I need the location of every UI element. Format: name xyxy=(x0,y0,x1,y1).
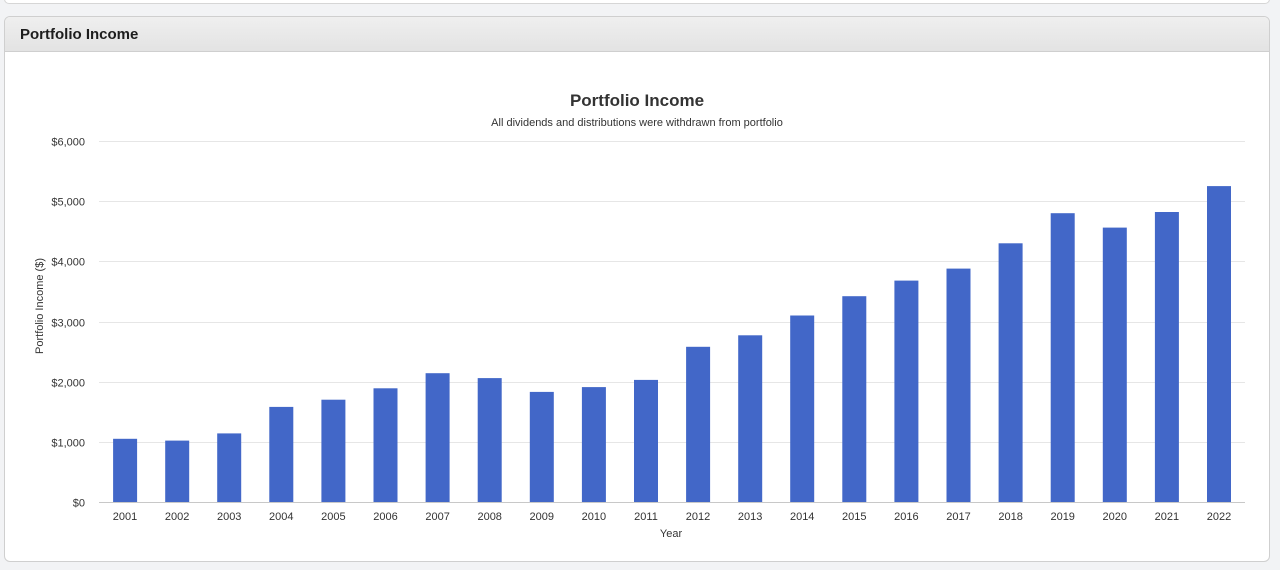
x-tick-label: 2016 xyxy=(894,511,918,523)
bar-2022[interactable] xyxy=(1207,186,1231,502)
x-tick-label: 2005 xyxy=(321,511,345,523)
y-tick-label: $0 xyxy=(73,498,85,510)
x-tick-label: 2008 xyxy=(477,511,501,523)
bar-2008[interactable] xyxy=(477,378,502,502)
bar-2020[interactable] xyxy=(1102,227,1127,502)
y-axis-label: Portfolio Income ($) xyxy=(34,258,46,354)
bar-2019[interactable] xyxy=(1050,213,1075,502)
bar-2013[interactable] xyxy=(738,335,763,502)
portfolio-income-chart: Portfolio Income All dividends and distr… xyxy=(34,91,1245,540)
x-axis-label: Year xyxy=(660,528,683,540)
x-tick-label: 2014 xyxy=(790,511,814,523)
bars xyxy=(113,186,1231,503)
x-tick-label: 2015 xyxy=(842,511,866,523)
panel-title: Portfolio Income xyxy=(20,26,139,43)
bar-2011[interactable] xyxy=(634,379,658,502)
x-axis-ticks: 2001 2002 2003 2004 2005 2006 2007 2008 2009 2010… xyxy=(113,511,1231,523)
x-tick-label: 2004 xyxy=(269,511,293,523)
bar-2010[interactable] xyxy=(581,387,606,502)
top-strip xyxy=(0,0,1280,6)
bar-2014[interactable] xyxy=(790,315,815,503)
y-tick-label: $1,000 xyxy=(51,438,85,450)
bar-2017[interactable] xyxy=(946,268,971,502)
y-tick-label: $5,000 xyxy=(51,197,85,209)
x-tick-label: 2020 xyxy=(1103,511,1127,523)
bar-2002[interactable] xyxy=(165,440,190,502)
x-tick-label: 2022 xyxy=(1207,511,1231,523)
bar-2005[interactable] xyxy=(321,399,346,502)
bar-2003[interactable] xyxy=(217,433,242,502)
x-tick-label: 2002 xyxy=(165,511,189,523)
x-tick-label: 2010 xyxy=(582,511,606,523)
x-tick-label: 2007 xyxy=(425,511,449,523)
y-tick-label: $3,000 xyxy=(51,318,85,330)
y-tick-label: $6,000 xyxy=(51,137,85,149)
x-tick-label: 2019 xyxy=(1050,511,1074,523)
x-tick-label: 2017 xyxy=(946,511,970,523)
bar-2001[interactable] xyxy=(113,438,138,502)
bar-2018[interactable] xyxy=(998,243,1023,503)
previous-panel-edge xyxy=(4,0,1270,4)
portfolio-income-panel: Portfolio Income Portfolio Income All di… xyxy=(4,16,1270,562)
chart-title: Portfolio Income xyxy=(570,91,704,110)
x-tick-label: 2006 xyxy=(373,511,397,523)
panel-header: Portfolio Income xyxy=(5,17,1269,52)
x-tick-label: 2001 xyxy=(113,511,137,523)
y-tick-label: $4,000 xyxy=(51,257,85,269)
bar-2021[interactable] xyxy=(1154,212,1179,502)
bar-2012[interactable] xyxy=(686,346,711,502)
chart-subtitle: All dividends and distributions were wit… xyxy=(491,117,783,129)
bar-2004[interactable] xyxy=(269,406,294,502)
y-tick-label: $2,000 xyxy=(51,378,85,390)
bar-2006[interactable] xyxy=(373,388,398,502)
x-tick-label: 2009 xyxy=(530,511,554,523)
bar-2015[interactable] xyxy=(842,296,867,502)
y-axis-ticks: $0 $1,000 $2,000 $3,000 $4,000 $5,000 $6,000 xyxy=(51,137,85,510)
x-tick-label: 2011 xyxy=(634,511,658,523)
chart-container: Portfolio Income All dividends and distr… xyxy=(5,52,1269,561)
x-tick-label: 2021 xyxy=(1155,511,1179,523)
x-tick-label: 2013 xyxy=(738,511,762,523)
x-tick-label: 2018 xyxy=(998,511,1022,523)
bar-2016[interactable] xyxy=(894,280,919,502)
x-tick-label: 2012 xyxy=(686,511,710,523)
x-tick-label: 2003 xyxy=(217,511,241,523)
bar-2009[interactable] xyxy=(529,391,554,502)
bar-2007[interactable] xyxy=(425,373,450,502)
